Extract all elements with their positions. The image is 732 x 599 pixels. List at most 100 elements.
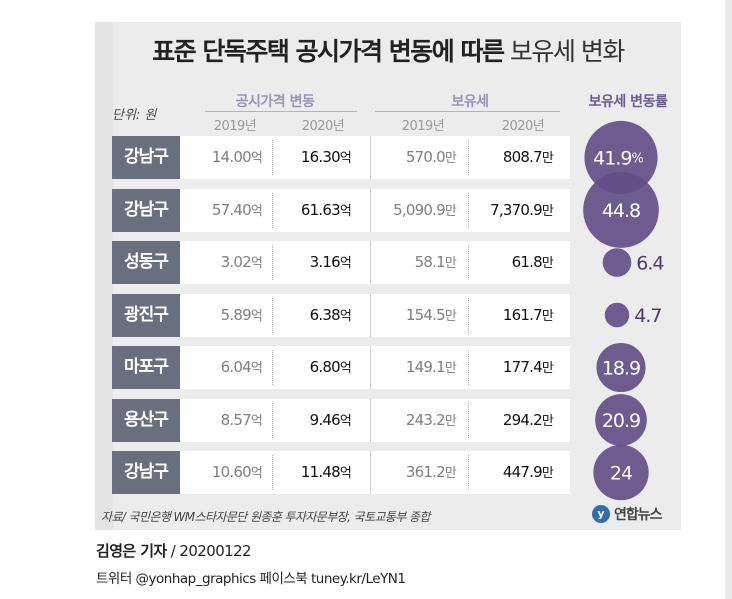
price-2019-unit: 억 bbox=[250, 151, 263, 166]
title-highlight: 보유세 변화 bbox=[503, 37, 625, 66]
district-label: 강남구 bbox=[112, 451, 180, 494]
column-divider bbox=[272, 350, 273, 385]
tax-2020-value: 447.9 bbox=[502, 463, 543, 481]
column-divider bbox=[272, 455, 273, 490]
price-2019-cell: 6.04억 bbox=[220, 346, 263, 389]
table-row: 용산구 8.57억 9.46억 243.2만 294.2만 bbox=[112, 398, 570, 442]
rate-bubble bbox=[584, 120, 658, 195]
tax-2019-cell: 570.0만 bbox=[405, 136, 457, 179]
column-divider bbox=[468, 455, 469, 490]
district-label: 강남구 bbox=[112, 136, 180, 179]
column-divider bbox=[370, 293, 371, 337]
price-2020-unit: 억 bbox=[339, 151, 352, 166]
header-year-2020: 2020년 bbox=[301, 119, 345, 134]
price-2019-unit: 억 bbox=[250, 413, 263, 429]
rate-label: 44.8 bbox=[602, 200, 640, 222]
tax-2019-cell: 149.1만 bbox=[405, 346, 457, 389]
rate-value: 4.7 bbox=[634, 305, 661, 327]
price-2020-value: 16.30 bbox=[300, 148, 341, 166]
chart-title: 표준 단독주택 공시가격 변동에 따른 보유세 변화 bbox=[95, 32, 681, 68]
price-2020-unit: 억 bbox=[339, 466, 352, 481]
rate-value: 6.4 bbox=[636, 253, 664, 275]
tax-2020-unit: 만 bbox=[541, 256, 554, 271]
rate-label: 4.7 bbox=[634, 305, 661, 327]
price-2019-cell: 14.00억 bbox=[212, 136, 263, 179]
table-row: 강남구 14.00억 16.30억 570.0만 808.7만 bbox=[112, 136, 570, 179]
tax-2019-cell: 5,090.9만 bbox=[393, 189, 457, 232]
price-2020-cell: 6.80억 bbox=[310, 346, 352, 389]
column-divider bbox=[370, 346, 371, 389]
tax-2020-value: 7,370.9 bbox=[490, 200, 542, 219]
source-note: 자료/ 국민은행 WM스타자문단 원종훈 투자자문부장, 국토교통부 종합 bbox=[101, 510, 430, 524]
rate-value: 20.9 bbox=[602, 410, 640, 432]
tax-2019-value: 570.0 bbox=[405, 148, 446, 166]
price-2020-cell: 6.38억 bbox=[309, 294, 352, 337]
price-2020-cell: 9.46억 bbox=[309, 399, 352, 442]
tax-2020-value: 177.4 bbox=[502, 358, 543, 376]
tax-2019-unit: 만 bbox=[444, 361, 457, 376]
district-label: 광진구 bbox=[112, 293, 180, 337]
header-year-2019: 2019년 bbox=[401, 119, 445, 134]
price-2020-cell: 61.63억 bbox=[301, 189, 352, 232]
rate-bubble bbox=[596, 342, 646, 393]
price-2019-value: 10.60 bbox=[211, 463, 252, 481]
rate-label: 20.9 bbox=[602, 410, 640, 432]
tax-2020-unit: 만 bbox=[541, 413, 554, 429]
tax-2019-cell: 361.2만 bbox=[405, 451, 457, 494]
tax-2019-value: 361.2 bbox=[405, 463, 446, 481]
price-2019-value: 57.40 bbox=[211, 200, 252, 219]
price-2020-cell: 3.16억 bbox=[310, 241, 352, 284]
price-2020-unit: 억 bbox=[339, 256, 352, 271]
district-label: 용산구 bbox=[112, 398, 180, 442]
header-underline bbox=[375, 111, 560, 112]
tax-2020-cell: 61.8만 bbox=[512, 241, 554, 284]
table-row: 마포구 6.04억 6.80억 149.1만 177.4만 bbox=[112, 346, 570, 389]
column-divider bbox=[468, 402, 469, 438]
header-year-2019: 2019년 bbox=[213, 119, 257, 134]
price-2020-cell: 16.30억 bbox=[300, 136, 352, 179]
header-underline bbox=[205, 111, 357, 112]
price-2020-value: 6.38 bbox=[309, 305, 341, 324]
price-2020-unit: 억 bbox=[339, 308, 352, 324]
column-divider bbox=[468, 140, 469, 175]
price-2019-cell: 57.40억 bbox=[211, 189, 263, 232]
tax-2020-cell: 808.7만 bbox=[503, 136, 554, 179]
tax-2020-value: 294.2 bbox=[502, 410, 543, 429]
tax-2020-unit: 만 bbox=[541, 308, 554, 324]
rate-bubble bbox=[593, 444, 649, 501]
tax-2019-value: 149.1 bbox=[405, 358, 446, 376]
column-divider bbox=[370, 241, 371, 284]
publisher-logo: y 연합뉴스 bbox=[592, 504, 663, 524]
tax-2020-value: 161.7 bbox=[502, 305, 543, 324]
column-divider bbox=[272, 245, 273, 280]
price-2020-value: 9.46 bbox=[309, 410, 341, 429]
rate-label: 18.9 bbox=[602, 358, 640, 380]
column-divider bbox=[468, 192, 469, 228]
publish-date: / 20200122 bbox=[166, 542, 252, 560]
price-2020-unit: 억 bbox=[339, 361, 352, 376]
byline: 김영은 기자 / 20200122 bbox=[96, 540, 252, 561]
price-2020-unit: 억 bbox=[339, 203, 352, 219]
rate-value: 18.9 bbox=[602, 358, 640, 380]
column-divider bbox=[370, 188, 371, 232]
tax-2019-unit: 만 bbox=[444, 256, 457, 271]
district-label: 성동구 bbox=[112, 241, 180, 284]
tax-2019-unit: 만 bbox=[444, 203, 457, 219]
tax-2020-unit: 만 bbox=[541, 151, 554, 166]
district-label: 강남구 bbox=[112, 188, 180, 232]
tax-2019-value: 5,090.9 bbox=[393, 200, 445, 219]
logo-text: 연합뉴스 bbox=[614, 507, 663, 523]
price-2019-cell: 10.60억 bbox=[211, 451, 263, 494]
column-divider bbox=[272, 192, 273, 228]
tax-2020-cell: 177.4만 bbox=[502, 346, 554, 389]
rate-label: 24 bbox=[610, 463, 633, 485]
tax-2019-value: 243.2 bbox=[405, 410, 446, 429]
price-2019-cell: 5.89억 bbox=[221, 294, 263, 337]
tax-2020-cell: 161.7만 bbox=[502, 294, 554, 337]
tax-2019-value: 154.5 bbox=[405, 305, 446, 324]
panel-edge bbox=[95, 22, 113, 530]
price-2019-unit: 억 bbox=[250, 203, 263, 219]
tax-2019-cell: 243.2만 bbox=[405, 399, 457, 442]
price-2019-value: 6.04 bbox=[220, 358, 252, 376]
